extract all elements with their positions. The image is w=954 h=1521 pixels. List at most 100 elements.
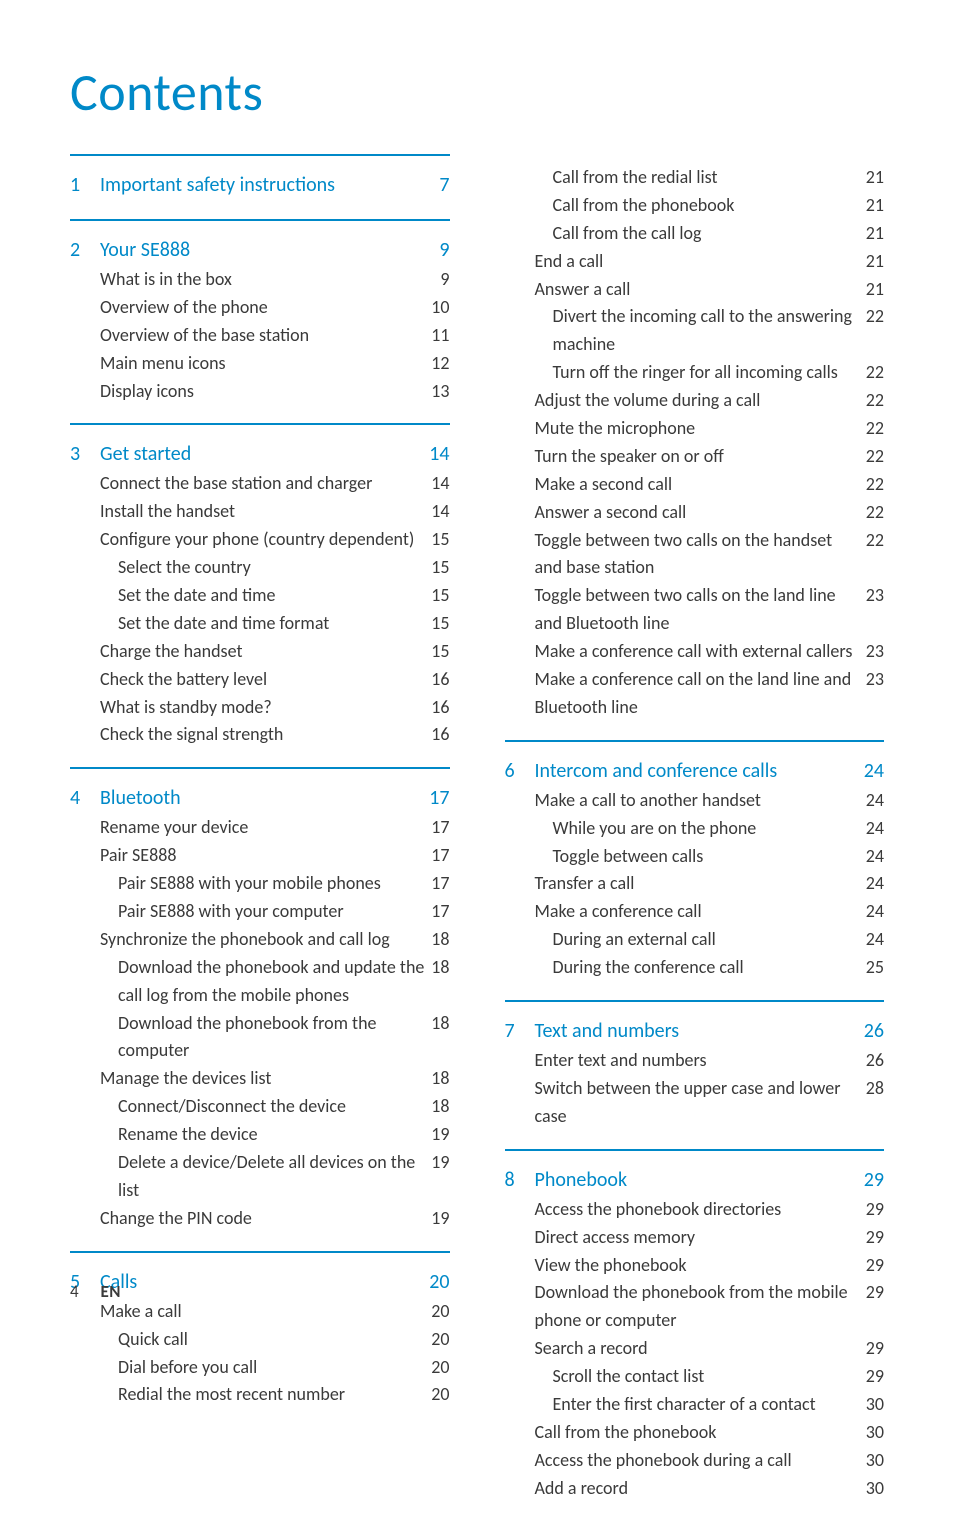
toc-label: Call from the call log: [535, 220, 866, 248]
toc-row: Pair SE88817: [70, 842, 450, 870]
toc-label: Call from the redial list: [535, 164, 866, 192]
toc-page: 21: [866, 276, 884, 304]
toc-label: Bluetooth: [100, 783, 429, 814]
toc-page: 19: [431, 1149, 449, 1177]
toc-label: Toggle between calls: [535, 843, 866, 871]
toc-label: Make a conference call on the land line …: [535, 666, 866, 722]
toc-page: 22: [866, 359, 884, 387]
toc-row: Delete a device/Delete all devices on th…: [70, 1149, 450, 1205]
toc-row: Check the signal strength16: [70, 721, 450, 749]
toc-row: Rename your device17: [70, 814, 450, 842]
toc-label: During the conference call: [535, 954, 866, 982]
toc-label: Make a call to another handset: [535, 787, 866, 815]
page-title: Contents: [70, 60, 884, 124]
toc-page: 22: [866, 303, 884, 331]
toc-row: Make a call to another handset24: [505, 787, 885, 815]
toc-page: 26: [864, 1016, 884, 1047]
toc-row: 2Your SE8889: [70, 235, 450, 266]
toc-row: Divert the incoming call to the answerin…: [505, 303, 885, 359]
toc-row: Connect/Disconnect the device18: [70, 1093, 450, 1121]
toc-label: Delete a device/Delete all devices on th…: [100, 1149, 431, 1205]
toc-row: Access the phonebook during a call30: [505, 1447, 885, 1475]
toc-label: Intercom and conference calls: [535, 756, 864, 787]
toc-page: 24: [866, 815, 884, 843]
toc-label: Main menu icons: [100, 350, 431, 378]
toc-label: Pair SE888 with your computer: [100, 898, 431, 926]
page-footer: 4 EN: [70, 1281, 121, 1302]
toc-label: Enter the first character of a contact: [535, 1391, 866, 1419]
toc-label: Dial before you call: [100, 1354, 431, 1382]
toc-row: Answer a call21: [505, 276, 885, 304]
toc-page: 17: [431, 898, 449, 926]
toc-page: 24: [866, 926, 884, 954]
toc-label: Connect/Disconnect the device: [100, 1093, 431, 1121]
toc-row: Make a conference call with external cal…: [505, 638, 885, 666]
toc-page: 24: [866, 787, 884, 815]
toc-label: Direct access memory: [535, 1224, 866, 1252]
toc-page: 17: [429, 783, 449, 814]
toc-label: Make a conference call: [535, 898, 866, 926]
toc-row: Direct access memory29: [505, 1224, 885, 1252]
toc-page: 17: [431, 870, 449, 898]
toc-page: 29: [866, 1196, 884, 1224]
toc-row: Make a conference call24: [505, 898, 885, 926]
toc-label: End a call: [535, 248, 866, 276]
toc-label: Calls: [100, 1267, 429, 1298]
toc-label: Phonebook: [535, 1165, 864, 1196]
right-column: Call from the redial list21Call from the…: [505, 154, 885, 1521]
toc-label: Turn off the ringer for all incoming cal…: [535, 359, 866, 387]
toc-row: Pair SE888 with your mobile phones17: [70, 870, 450, 898]
toc-page: 9: [440, 266, 449, 294]
toc-label: Rename the device: [100, 1121, 431, 1149]
toc-page: 22: [866, 443, 884, 471]
toc-page: 10: [431, 294, 449, 322]
toc-page: 30: [866, 1419, 884, 1447]
toc-page: 16: [431, 721, 449, 749]
toc-label: Synchronize the phonebook and call log: [100, 926, 431, 954]
toc-page: 22: [866, 415, 884, 443]
toc-label: Charge the handset: [100, 638, 431, 666]
toc-label: Mute the microphone: [535, 415, 866, 443]
toc-label: Check the battery level: [100, 666, 431, 694]
toc-row: Charge the handset15: [70, 638, 450, 666]
toc-page: 15: [431, 554, 449, 582]
toc-row: Toggle between calls24: [505, 843, 885, 871]
toc-row: 4Bluetooth17: [70, 783, 450, 814]
toc-row: 6Intercom and conference calls24: [505, 756, 885, 787]
toc-label: During an external call: [535, 926, 866, 954]
toc-label: Transfer a call: [535, 870, 866, 898]
toc-row: Make a second call22: [505, 471, 885, 499]
toc-label: Install the handset: [100, 498, 431, 526]
toc-page: 9: [439, 235, 449, 266]
toc-row: Overview of the phone10: [70, 294, 450, 322]
toc-page: 14: [429, 439, 449, 470]
toc-page: 14: [431, 498, 449, 526]
section-number: 8: [505, 1165, 535, 1196]
toc-page: 16: [431, 666, 449, 694]
toc-row: 5Calls20: [70, 1267, 450, 1298]
toc-row: Quick call20: [70, 1326, 450, 1354]
toc-row: What is standby mode?16: [70, 694, 450, 722]
toc-page: 20: [429, 1267, 449, 1298]
toc-label: Redial the most recent number: [100, 1381, 431, 1409]
toc-page: 26: [866, 1047, 884, 1075]
toc-page: 15: [431, 610, 449, 638]
toc-page: 30: [866, 1391, 884, 1419]
toc-label: Toggle between two calls on the handset …: [535, 527, 866, 583]
toc-label: Important safety instructions: [100, 170, 439, 201]
toc-row: Switch between the upper case and lower …: [505, 1075, 885, 1131]
toc-row: Set the date and time format15: [70, 610, 450, 638]
toc-row: Turn the speaker on or off22: [505, 443, 885, 471]
toc-page: 20: [431, 1326, 449, 1354]
toc-row: Call from the call log21: [505, 220, 885, 248]
section-number: 7: [505, 1016, 535, 1047]
toc-label: Change the PIN code: [100, 1205, 431, 1233]
toc-row: What is in the box9: [70, 266, 450, 294]
toc-label: Toggle between two calls on the land lin…: [535, 582, 866, 638]
toc-row: 1Important safety instructions7: [70, 170, 450, 201]
toc-row: Pair SE888 with your computer17: [70, 898, 450, 926]
toc-row: Download the phonebook from the computer…: [70, 1010, 450, 1066]
toc-label: Add a record: [535, 1475, 866, 1503]
toc-label: Text and numbers: [535, 1016, 864, 1047]
toc-row: Search a record29: [505, 1335, 885, 1363]
